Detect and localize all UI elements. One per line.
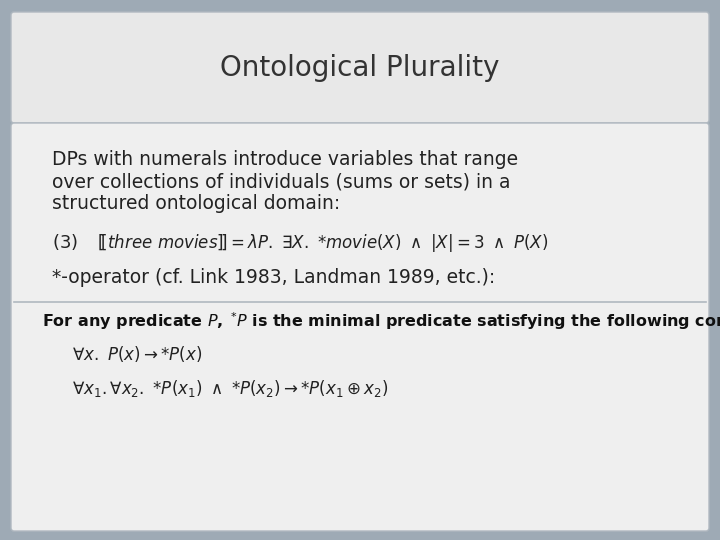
Text: $\forall x.\ P(x) \rightarrow {*}P(x)$: $\forall x.\ P(x) \rightarrow {*}P(x)$	[72, 344, 202, 364]
Text: over collections of individuals (sums or sets) in a: over collections of individuals (sums or…	[52, 172, 510, 191]
Text: For any predicate $P$, $^*\!P$ is the minimal predicate satisfying the following: For any predicate $P$, $^*\!P$ is the mi…	[42, 310, 720, 332]
FancyBboxPatch shape	[11, 123, 709, 531]
Text: Ontological Plurality: Ontological Plurality	[220, 54, 500, 82]
Text: structured ontological domain:: structured ontological domain:	[52, 194, 341, 213]
Text: $\forall x_1. \forall x_2.\ {*}P(x_1)\ \wedge\ {*}P(x_2) \rightarrow {*}P(x_1 \o: $\forall x_1. \forall x_2.\ {*}P(x_1)\ \…	[72, 378, 388, 399]
Text: *-operator (cf. Link 1983, Landman 1989, etc.):: *-operator (cf. Link 1983, Landman 1989,…	[52, 268, 495, 287]
FancyBboxPatch shape	[11, 12, 709, 123]
Text: $(3)$: $(3)$	[52, 232, 78, 252]
Text: $[\![three\ movies]\!] = \lambda P.\ \exists X.\ {*}movie(X)\ \wedge\ |X| = 3\ \: $[\![three\ movies]\!] = \lambda P.\ \ex…	[97, 232, 548, 254]
Text: DPs with numerals introduce variables that range: DPs with numerals introduce variables th…	[52, 150, 518, 169]
